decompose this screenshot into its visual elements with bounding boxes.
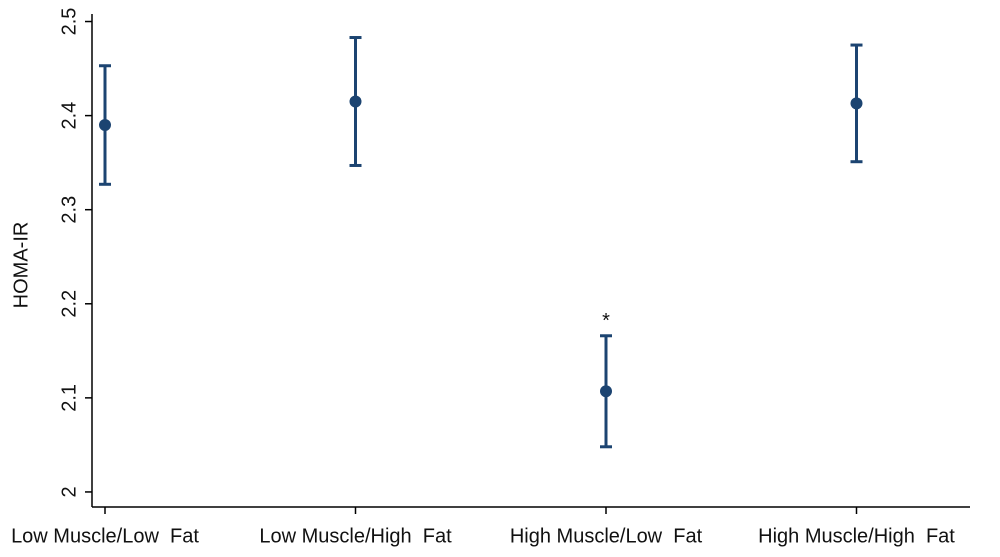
y-tick-label: 2.2: [58, 290, 80, 318]
point: [850, 97, 863, 110]
y-tick-label: 2.3: [58, 196, 80, 224]
y-tick-label: 2: [58, 486, 80, 497]
y-tick-label: 2.1: [58, 384, 80, 412]
y-tick-label: 2.5: [58, 8, 80, 36]
x-tick-label: High Muscle/High Fat: [758, 525, 955, 547]
x-tick-label: Low Muscle/High Fat: [259, 525, 452, 547]
point: [600, 385, 612, 398]
x-tick-label: Low Muscle/Low Fat: [11, 525, 199, 547]
point: [349, 95, 362, 108]
x-tick-label: High Muscle/Low Fat: [510, 525, 703, 547]
y-tick-label: 2.4: [58, 102, 80, 130]
annotation: *: [602, 310, 610, 332]
y-axis-label: HOMA-IR: [10, 222, 32, 309]
point: [99, 119, 111, 132]
